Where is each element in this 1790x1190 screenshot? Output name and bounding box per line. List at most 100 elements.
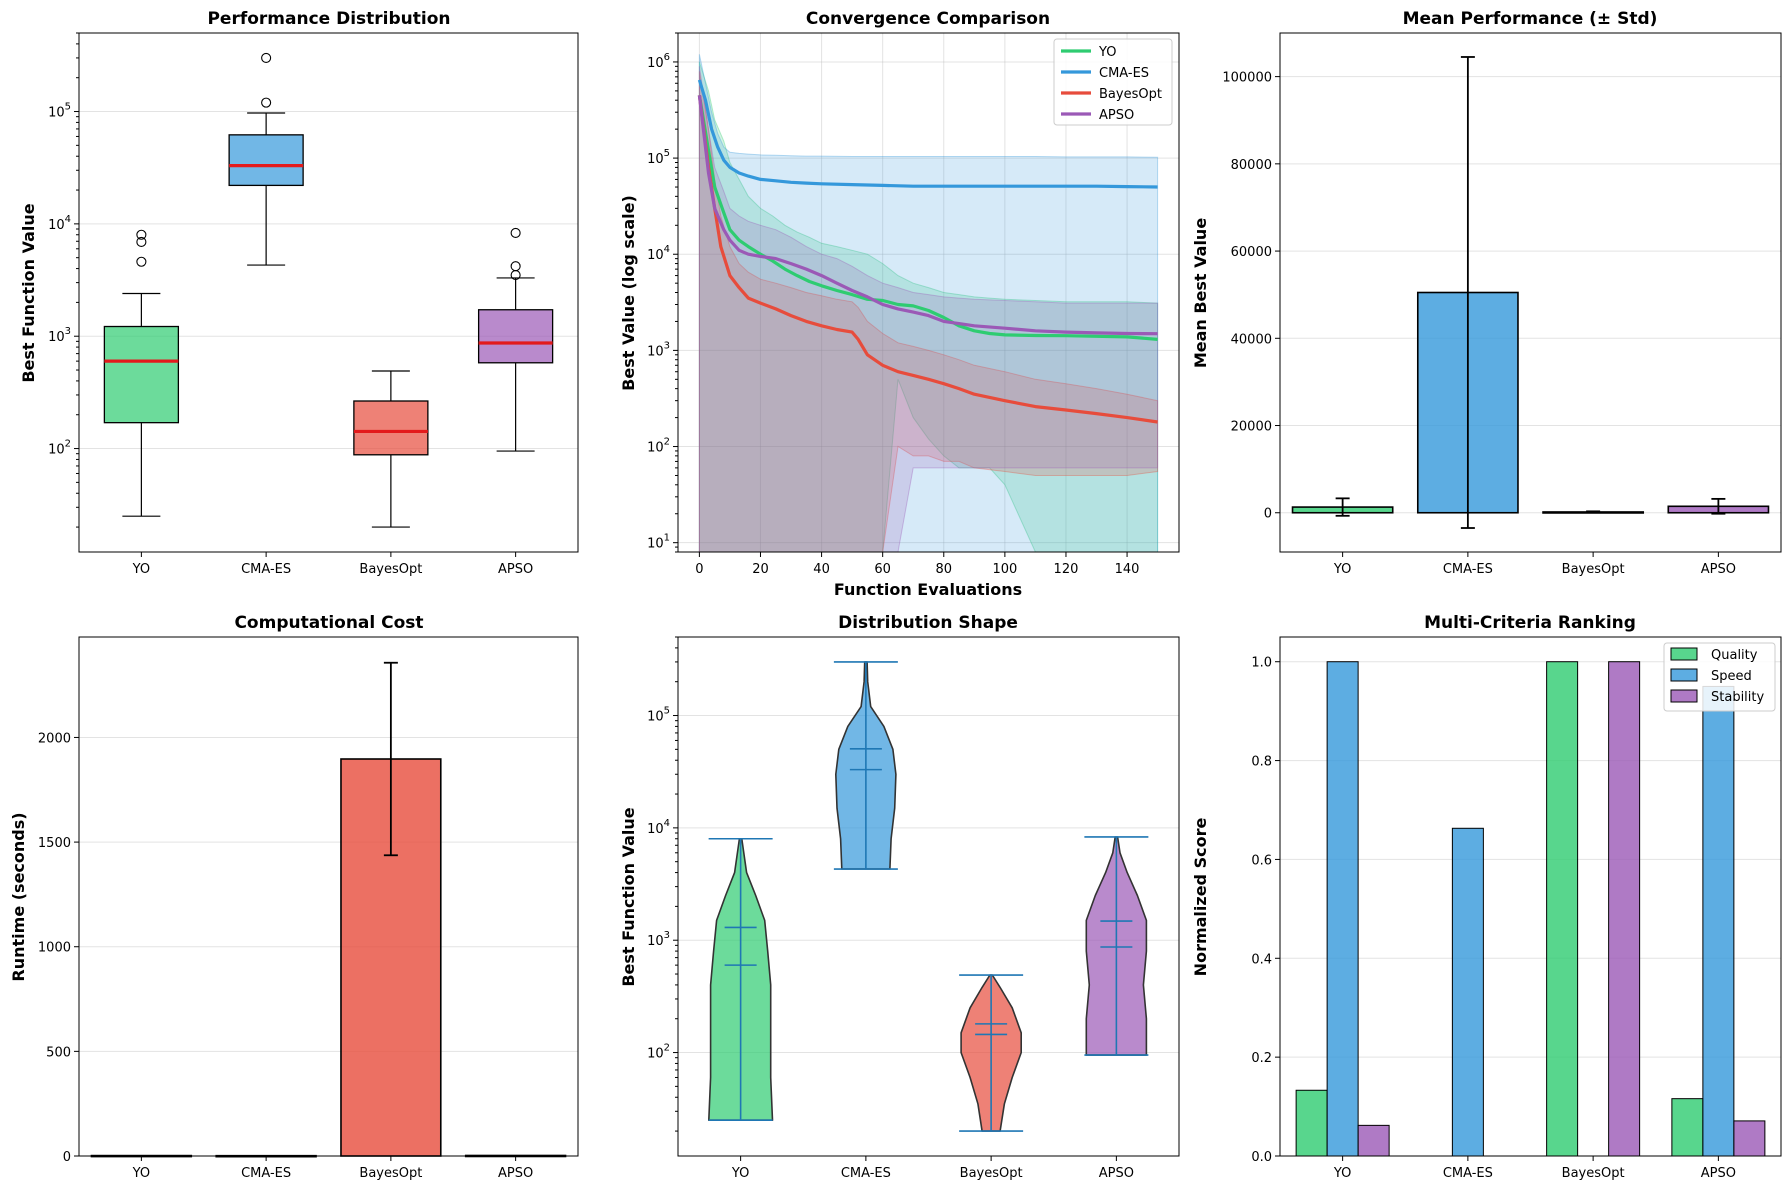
- box-flier: [510, 261, 521, 272]
- box-body: [103, 325, 180, 424]
- conv-xlabel: Function Evaluations: [834, 580, 1022, 599]
- panel-violin: Distribution Shape Best Function Value 1…: [619, 613, 1180, 1181]
- rank-legend-label: Quality: [1711, 648, 1758, 663]
- runtime-ytick-label: 500: [46, 1045, 71, 1060]
- rank-ytick-label: 0.4: [1251, 952, 1272, 967]
- panel-runtime: Computational Cost Runtime (seconds) 0 50…: [9, 613, 579, 1181]
- mean-xtick-label: APSO: [1701, 562, 1736, 577]
- rank-frame: [1279, 636, 1782, 1157]
- conv-legend-label: BayesOpt: [1099, 87, 1162, 102]
- box-ytick-label: 102: [48, 439, 71, 458]
- box-ytick-label: 105: [48, 102, 71, 121]
- violin-xtick-label: CMA-ES: [841, 1166, 891, 1181]
- conv-xtick-label: 60: [874, 562, 891, 577]
- conv-ytick-label: 106: [647, 52, 670, 71]
- rank-title: Multi-Criteria Ranking: [1424, 613, 1636, 633]
- mean-ytick-label: 20000: [1231, 420, 1272, 435]
- runtime-xtick-label: CMA-ES: [241, 1166, 291, 1181]
- box-flier: [136, 256, 147, 267]
- conv-xtick-label: 120: [1054, 562, 1079, 577]
- violin-ytick-label: 105: [647, 706, 670, 725]
- rank-bar-Stability: [1357, 1124, 1390, 1157]
- mean-ytick-label: 60000: [1231, 245, 1272, 260]
- rank-legend-label: Speed: [1711, 669, 1752, 684]
- rank-bar-Stability: [1608, 661, 1641, 1157]
- box-xtick-label: YO: [132, 562, 150, 577]
- box-body: [353, 400, 429, 456]
- conv-xtick-label: 100: [992, 562, 1017, 577]
- runtime-ytick-label: 1000: [38, 941, 71, 956]
- violin-xtick-label: BayesOpt: [960, 1166, 1023, 1181]
- violin-title: Distribution Shape: [838, 613, 1018, 633]
- violin-ytick-label-exp: 3: [664, 930, 670, 941]
- panel-convergence: Convergence Comparison Best Value (log s…: [619, 9, 1180, 599]
- conv-ylabel: Best Value (log scale): [619, 195, 638, 391]
- box-body: [477, 309, 554, 364]
- rank-legend-label: Stability: [1711, 690, 1765, 705]
- panel-rank: Multi-Criteria Ranking Normalized Score …: [1191, 613, 1782, 1181]
- runtime-ylabel: Runtime (seconds): [9, 812, 28, 981]
- runtime-ytick-label: 1500: [38, 836, 71, 851]
- rank-bar-Speed: [1326, 661, 1359, 1157]
- violin-xtick-label: APSO: [1099, 1166, 1134, 1181]
- conv-xtick-label: 20: [752, 562, 769, 577]
- rank-bar-Quality: [1546, 661, 1579, 1157]
- rank-bar-Quality: [1671, 1098, 1704, 1157]
- conv-ytick-label: 101: [647, 533, 670, 552]
- rank-legend-swatch: [1670, 647, 1698, 661]
- violin-frame: [677, 636, 1180, 1157]
- box-ytick-label-exp: 4: [65, 214, 71, 225]
- conv-line-BayesOpt: [697, 95, 1158, 424]
- mean-title: Mean Performance (± Std): [1403, 9, 1658, 29]
- rank-xtick-label: YO: [1333, 1166, 1351, 1181]
- conv-band-CMA-ES: [698, 54, 1159, 552]
- violin-ytick-label-exp: 2: [664, 1043, 670, 1054]
- runtime-xtick-label: YO: [132, 1166, 150, 1181]
- box-xtick-label: APSO: [498, 562, 533, 577]
- rank-ytick-label: 0.6: [1251, 853, 1272, 868]
- runtime-frame: [78, 636, 579, 1157]
- rank-ytick-label: 0.2: [1251, 1051, 1272, 1066]
- conv-frame: [677, 32, 1180, 553]
- conv-ytick-label: 102: [647, 437, 670, 456]
- mean-xtick-label: BayesOpt: [1562, 562, 1625, 577]
- conv-title: Convergence Comparison: [806, 9, 1050, 29]
- box-body: [228, 134, 304, 187]
- box-title: Performance Distribution: [207, 9, 450, 29]
- box-ytick-label: 103: [48, 326, 71, 345]
- conv-ytick-label-exp: 4: [664, 244, 670, 255]
- mean-xtick-label: YO: [1333, 562, 1351, 577]
- conv-line-CMA-ES: [697, 79, 1158, 189]
- conv-xtick-label: 0: [695, 562, 703, 577]
- conv-ytick-label: 104: [647, 244, 670, 263]
- rank-bar-Speed: [1451, 827, 1484, 1157]
- conv-legend-box: [1053, 38, 1173, 126]
- box-flier: [261, 97, 272, 108]
- mean-ytick-label: 40000: [1231, 332, 1272, 347]
- conv-legend-label: YO: [1098, 45, 1116, 60]
- conv-ytick-label-exp: 3: [664, 340, 670, 351]
- mean-ytick-label: 80000: [1231, 158, 1272, 173]
- rank-legend-swatch: [1670, 689, 1698, 703]
- runtime-title: Computational Cost: [234, 613, 423, 633]
- runtime-xtick-label: BayesOpt: [359, 1166, 422, 1181]
- violin-xtick-label: YO: [731, 1166, 749, 1181]
- box-flier: [261, 52, 272, 63]
- mean-ytick-label: 100000: [1222, 71, 1272, 86]
- runtime-ytick-label: 2000: [38, 731, 71, 746]
- box-flier: [510, 227, 521, 239]
- runtime-ytick-label: 0: [63, 1150, 71, 1165]
- violin-ytick-label-exp: 4: [664, 818, 670, 829]
- rank-legend-swatch: [1670, 668, 1698, 682]
- conv-legend-label: CMA-ES: [1099, 66, 1149, 81]
- mean-ylabel: Mean Best Value: [1191, 218, 1210, 369]
- conv-line-YO: [697, 95, 1158, 341]
- rank-ytick-label: 0.8: [1251, 755, 1272, 770]
- rank-xtick-label: BayesOpt: [1562, 1166, 1625, 1181]
- conv-ytick-label-exp: 6: [664, 52, 670, 63]
- violin-ytick-label: 103: [647, 930, 670, 949]
- box-xtick-label: CMA-ES: [241, 562, 291, 577]
- mean-xtick-label: CMA-ES: [1443, 562, 1493, 577]
- mean-frame: [1279, 32, 1782, 553]
- conv-band-YO: [698, 61, 1159, 552]
